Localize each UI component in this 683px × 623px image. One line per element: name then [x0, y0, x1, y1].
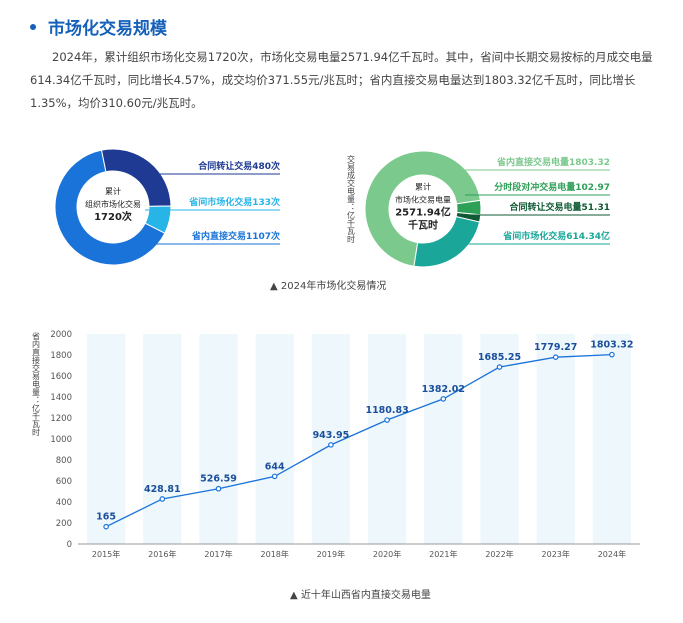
data-label: 526.59 — [200, 474, 237, 485]
bg-column — [86, 334, 126, 544]
donut-slice — [364, 150, 481, 267]
series-line — [105, 354, 612, 528]
data-label: 1685.25 — [478, 352, 521, 363]
donut-center-label: 累计 — [105, 186, 121, 196]
line-caption: ▲ 近十年山西省内直接交易电量 — [290, 590, 431, 601]
donut-slice-label: 省间市场化交易133次 — [188, 196, 280, 208]
y-tick-label: 1800 — [50, 351, 72, 361]
data-point — [384, 417, 390, 423]
donut-slice-label: 分时段对冲交易电量102.97 — [494, 181, 610, 193]
x-tick-label: 2016年 — [148, 549, 176, 559]
x-tick-label: 2023年 — [542, 549, 570, 559]
donut-center-label: 1720次 — [94, 210, 132, 223]
bg-column — [536, 334, 575, 544]
donut-center-label: 组织市场化交易 — [85, 199, 141, 209]
data-point — [215, 485, 222, 492]
x-tick-label: 2022年 — [485, 549, 513, 559]
section-title: 市场化交易规模 — [48, 19, 167, 39]
donut-center-label: 千瓦时 — [408, 219, 438, 232]
x-tick-label: 2019年 — [317, 549, 345, 559]
donut-center-label: 累计 — [415, 182, 431, 192]
data-label: 1803.32 — [590, 340, 633, 351]
donut-slice — [100, 148, 172, 207]
data-point — [159, 496, 166, 502]
bg-column — [143, 334, 182, 544]
intro-paragraph: 2024年，累计组织市场化交易1720次，市场化交易电量2571.94亿千瓦时。… — [30, 50, 653, 110]
data-point — [271, 473, 278, 480]
data-point — [552, 354, 559, 360]
x-tick-label: 2017年 — [204, 549, 232, 559]
y-tick-label: 400 — [56, 498, 72, 508]
donut-slice-label: 省间市场化交易614.34亿 — [502, 230, 610, 242]
x-tick-label: 2015年 — [92, 549, 120, 559]
donut-slice — [55, 149, 166, 266]
data-label: 1382.02 — [422, 384, 465, 395]
line-chart-direct-trade: 0 200 400 600 800 1000 1200 1400 1600 1800 2000 省内直… — [32, 330, 640, 559]
bg-column — [199, 334, 238, 544]
section-header: 市场化交易规模 — [30, 14, 167, 39]
y-tick-label: 1000 — [50, 435, 72, 445]
y-tick-label: 800 — [56, 456, 72, 466]
x-tick-label: 2020年 — [373, 549, 401, 559]
y-tick-label: 1200 — [50, 414, 72, 424]
data-point — [103, 523, 109, 530]
data-point — [328, 442, 334, 448]
x-tick-label: 2018年 — [261, 549, 289, 559]
data-label: 644 — [265, 461, 285, 472]
donut-chart-transactions: 累计组织市场化交易1720次 合同转让交易480次省间市场化交易133次省内直接交… — [55, 148, 280, 266]
data-label: 1180.83 — [365, 405, 408, 416]
donut-slice-label: 合同转让交易480次 — [198, 160, 280, 172]
donut-center-label: 市场化交易电量 — [395, 195, 451, 205]
bg-column — [592, 334, 632, 544]
data-label: 428.81 — [144, 484, 181, 495]
donut-slice — [413, 216, 481, 268]
y-tick-label: 200 — [56, 519, 72, 529]
donut-slice-label: 省内直接交易1107次 — [191, 230, 280, 242]
bullet-dot-icon — [30, 23, 36, 30]
y-axis-label: 省内直接交易电量：亿千瓦时 — [32, 331, 41, 436]
y-tick-label: 1400 — [50, 393, 72, 403]
y-tick-label: 2000 — [50, 330, 72, 340]
y-tick-label: 0 — [67, 540, 72, 550]
donut-slice-label: 省内直接交易电量1803.32 — [496, 156, 610, 168]
x-tick-label: 2024年 — [598, 549, 626, 559]
donut-slice-label: 合同转让交易电量51.31 — [510, 201, 610, 213]
donut-caption: ▲ 2024年市场化交易情况 — [270, 281, 387, 292]
donut-side-label: 交易成交电量：亿千瓦时 — [347, 154, 356, 243]
data-point — [609, 351, 615, 358]
data-point — [496, 364, 503, 370]
data-label: 165 — [96, 512, 116, 523]
data-label: 1779.27 — [534, 342, 577, 353]
bg-column — [255, 334, 294, 544]
bg-column — [424, 334, 463, 544]
donut-center-label: 2571.94亿 — [395, 206, 451, 219]
bg-column — [367, 334, 407, 544]
data-point — [440, 396, 447, 402]
y-tick-label: 600 — [56, 477, 72, 487]
x-tick-label: 2021年 — [429, 549, 457, 559]
data-label: 943.95 — [313, 430, 350, 441]
y-tick-label: 1600 — [50, 372, 72, 382]
